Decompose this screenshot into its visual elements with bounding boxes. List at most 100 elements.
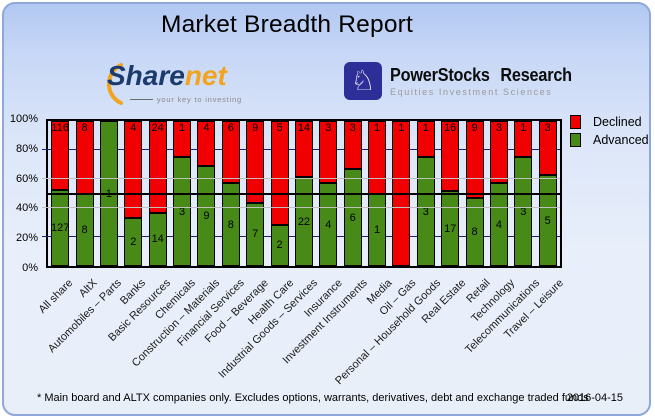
powerstocks-subtitle: Equities Investment Sciences bbox=[390, 87, 553, 97]
knight-chess-icon: ♘ bbox=[344, 62, 382, 100]
advanced-count-label: 3 bbox=[520, 205, 527, 218]
advanced-count-label: 5 bbox=[544, 214, 551, 227]
declined-count-label: 1 bbox=[398, 122, 405, 134]
x-category-label: All share bbox=[36, 277, 75, 316]
advanced-count-label: 4 bbox=[325, 218, 332, 231]
bar-segment-declined: 24 bbox=[148, 121, 167, 213]
legend: Declined Advanced bbox=[570, 115, 649, 151]
bar-segment-advanced: 4 bbox=[319, 183, 338, 266]
advanced-count-label: 22 bbox=[297, 215, 311, 228]
bar-segment-advanced: 17 bbox=[441, 191, 460, 266]
powerstocks-logo: ♘ PowerStocks Research Equities Investme… bbox=[344, 62, 592, 100]
bar-segment-advanced: 2 bbox=[124, 217, 143, 266]
bar-slot-5: 24 14 bbox=[146, 121, 170, 266]
legend-item-declined: Declined bbox=[570, 115, 649, 129]
declined-count-label: 3 bbox=[349, 122, 356, 134]
y-tick-label: 80% bbox=[15, 142, 38, 155]
y-tick-label: 20% bbox=[15, 232, 38, 245]
bar-segment-declined: 14 bbox=[294, 121, 313, 178]
declined-count-label: 1 bbox=[179, 122, 186, 134]
bar-segment-advanced: 3 bbox=[416, 157, 435, 266]
bar-segment-declined: 3 bbox=[489, 121, 508, 184]
footnote: * Main board and ALTX companies only. Ex… bbox=[37, 392, 589, 404]
sharenet-wordmark: Sharenet bbox=[107, 60, 227, 92]
bar-segment-advanced: 9 bbox=[197, 165, 216, 266]
declined-count-label: 24 bbox=[151, 122, 164, 134]
powerstocks-name: PowerStocks Research bbox=[390, 65, 572, 85]
bar-segment-advanced: 2 bbox=[270, 224, 289, 266]
page-title: Market Breadth Report bbox=[160, 11, 414, 38]
advanced-count-label: 6 bbox=[349, 211, 356, 224]
y-axis: 100% 80% 60% 40% 20% 0% bbox=[4, 113, 42, 274]
bar-segment-advanced: 8 bbox=[221, 183, 240, 266]
report-card: Market Breadth Report Sharenet your key … bbox=[2, 2, 651, 416]
declined-count-label: 4 bbox=[203, 122, 210, 134]
advanced-count-label: 14 bbox=[151, 233, 164, 246]
y-tick-label: 100% bbox=[9, 113, 38, 125]
bar-slot-15: 1 bbox=[389, 121, 413, 266]
advanced-count-label: 1 bbox=[374, 223, 381, 236]
declined-count-label: 116 bbox=[51, 122, 69, 134]
bar-segment-advanced: 3 bbox=[173, 157, 192, 266]
bar-segment-declined: 9 bbox=[465, 121, 484, 198]
stacked-bar: 1 bbox=[392, 121, 411, 266]
declined-count-label: 5 bbox=[276, 122, 283, 134]
y-tick-label: 40% bbox=[15, 202, 38, 215]
powerstocks-text: PowerStocks Research Equities Investment… bbox=[390, 65, 592, 97]
declined-count-label: 3 bbox=[495, 122, 502, 134]
bar-slot-1: 116 127 bbox=[48, 121, 72, 266]
bar-segment-declined: 4 bbox=[197, 121, 216, 166]
declined-count-label: 8 bbox=[81, 122, 88, 134]
bar-slot-11: 14 22 bbox=[292, 121, 316, 266]
advanced-count-label: 8 bbox=[227, 218, 234, 231]
bar-segment-advanced: 1 bbox=[99, 121, 118, 266]
advanced-count-label: 8 bbox=[81, 223, 88, 236]
bar-segment-advanced: 22 bbox=[294, 177, 313, 266]
declined-count-label: 4 bbox=[130, 122, 137, 134]
bar-segment-advanced: 14 bbox=[148, 212, 167, 266]
declined-count-label: 16 bbox=[444, 122, 457, 134]
x-axis-labels: All share AltX Automobiles – Parts Banks Bas… bbox=[36, 270, 566, 387]
sharenet-tagline-row: your key to investing bbox=[130, 95, 242, 104]
bar-segment-declined: 6 bbox=[221, 121, 240, 184]
bar-slot-3: 1 bbox=[97, 121, 121, 266]
advanced-count-label: 2 bbox=[130, 235, 137, 248]
legend-item-advanced: Advanced bbox=[570, 133, 649, 147]
bar-segment-declined: 1 bbox=[368, 121, 387, 194]
bar-segment-declined: 1 bbox=[514, 121, 533, 158]
stacked-bar: 16 17 bbox=[441, 121, 460, 266]
legend-label-declined: Declined bbox=[593, 115, 642, 129]
advanced-count-label: 17 bbox=[444, 222, 457, 235]
bar-segment-advanced: 4 bbox=[489, 183, 508, 266]
bar-segment-declined: 8 bbox=[75, 121, 94, 194]
bar-segment-advanced: 7 bbox=[246, 202, 265, 266]
sharenet-word-share: Share bbox=[107, 60, 185, 91]
orange-swoosh-icon bbox=[107, 63, 123, 105]
legend-label-advanced: Advanced bbox=[593, 133, 649, 147]
stacked-bar: 116 127 bbox=[51, 121, 69, 266]
bar-slot-17: 16 17 bbox=[438, 121, 462, 266]
sharenet-word-net: net bbox=[184, 60, 227, 91]
bar-segment-advanced: 127 bbox=[51, 190, 69, 266]
bar-segment-declined: 1 bbox=[173, 121, 192, 158]
declined-count-label: 1 bbox=[374, 122, 381, 134]
advanced-count-label: 7 bbox=[252, 228, 259, 241]
sharenet-logo: Sharenet your key to investing bbox=[96, 60, 246, 110]
